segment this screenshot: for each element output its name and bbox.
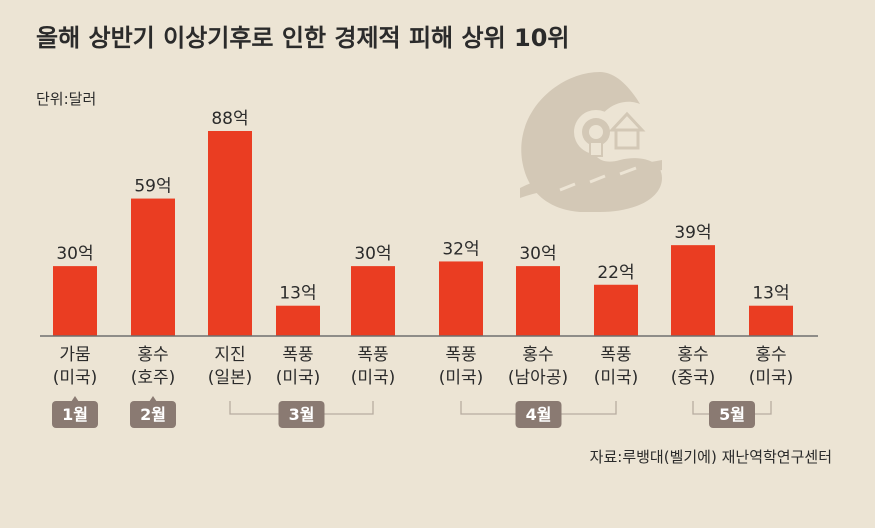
category-sub-label-5: (미국)	[439, 368, 484, 388]
category-label-2: 지진	[214, 345, 245, 365]
month-badge-1	[130, 401, 176, 428]
category-sub-label-7: (미국)	[594, 368, 639, 388]
value-label-5: 32억	[442, 239, 479, 259]
month-group-3: 4월	[460, 401, 617, 428]
bar-9	[749, 305, 793, 336]
bar-0	[53, 266, 97, 336]
month-label-4: 5월	[719, 405, 745, 424]
month-badge-0	[52, 401, 98, 428]
tsunami-wave-icon	[520, 72, 662, 212]
category-sub-label-9: (미국)	[749, 368, 794, 388]
value-label-3: 13억	[279, 284, 316, 304]
month-badge-3	[515, 401, 562, 428]
month-group-0: 1월	[52, 396, 98, 428]
value-label-1: 59억	[134, 177, 171, 197]
value-label-0: 30억	[56, 244, 93, 264]
category-label-1: 홍수	[137, 345, 168, 365]
category-label-4: 폭풍	[357, 345, 388, 365]
month-label-1: 2월	[140, 405, 166, 424]
month-group-2: 3월	[229, 401, 374, 428]
month-pointer-0	[71, 396, 79, 402]
bar-4	[351, 266, 395, 336]
bar-1	[131, 198, 175, 336]
value-label-9: 13억	[752, 284, 789, 304]
category-sub-label-8: (중국)	[671, 368, 716, 388]
category-sub-label-0: (미국)	[53, 368, 98, 388]
month-badge-2	[278, 401, 325, 428]
month-group-1: 2월	[130, 396, 176, 428]
category-label-3: 폭풍	[282, 345, 313, 365]
bar-5	[439, 261, 483, 336]
category-sub-label-1: (호주)	[131, 368, 176, 388]
value-label-4: 30억	[354, 244, 391, 264]
month-group-4: 5월	[692, 401, 772, 428]
bar-2	[208, 131, 252, 336]
bar-7	[594, 284, 638, 336]
category-label-0: 가뭄	[59, 345, 90, 365]
category-label-7: 폭풍	[600, 345, 631, 365]
category-label-8: 홍수	[677, 345, 708, 365]
category-label-9: 홍수	[755, 345, 786, 365]
value-label-6: 30억	[519, 244, 556, 264]
category-sub-label-3: (미국)	[276, 368, 321, 388]
category-sub-label-6: (남아공)	[508, 368, 568, 388]
bar-3	[276, 305, 320, 336]
value-labels-layer: 30억 59억 88억 13억 30억 32억 30억 22억 39억 13억	[56, 109, 789, 304]
category-sub-label-4: (미국)	[351, 368, 396, 388]
month-label-0: 1월	[62, 405, 88, 424]
value-label-7: 22억	[597, 263, 634, 283]
category-labels-layer: 가뭄 (미국) 홍수 (호주) 지진 (일본) 폭풍 (미국) 폭풍 (미국) 폭풍 (미국) 홍수 (남…	[53, 345, 794, 388]
month-pointer-1	[149, 396, 157, 402]
month-label-2: 3월	[289, 405, 315, 424]
bar-8	[671, 245, 715, 336]
value-label-8: 39억	[674, 223, 711, 243]
category-sub-label-2: (일본)	[208, 368, 253, 388]
unit-label: 단위:달러	[36, 90, 96, 108]
month-groups-layer: 1월 2월 3월 4월 5월	[52, 396, 772, 428]
bar-6	[516, 266, 560, 336]
month-label-3: 4월	[526, 405, 552, 424]
category-label-5: 폭풍	[445, 345, 476, 365]
source-note: 자료:루뱅대(벨기에) 재난역학연구센터	[590, 448, 832, 466]
bars-layer	[53, 131, 793, 336]
category-label-6: 홍수	[522, 345, 553, 365]
value-label-2: 88억	[211, 109, 248, 129]
chart-title: 올해 상반기 이상기후로 인한 경제적 피해 상위 10위	[36, 24, 570, 52]
month-badge-4	[709, 401, 755, 428]
